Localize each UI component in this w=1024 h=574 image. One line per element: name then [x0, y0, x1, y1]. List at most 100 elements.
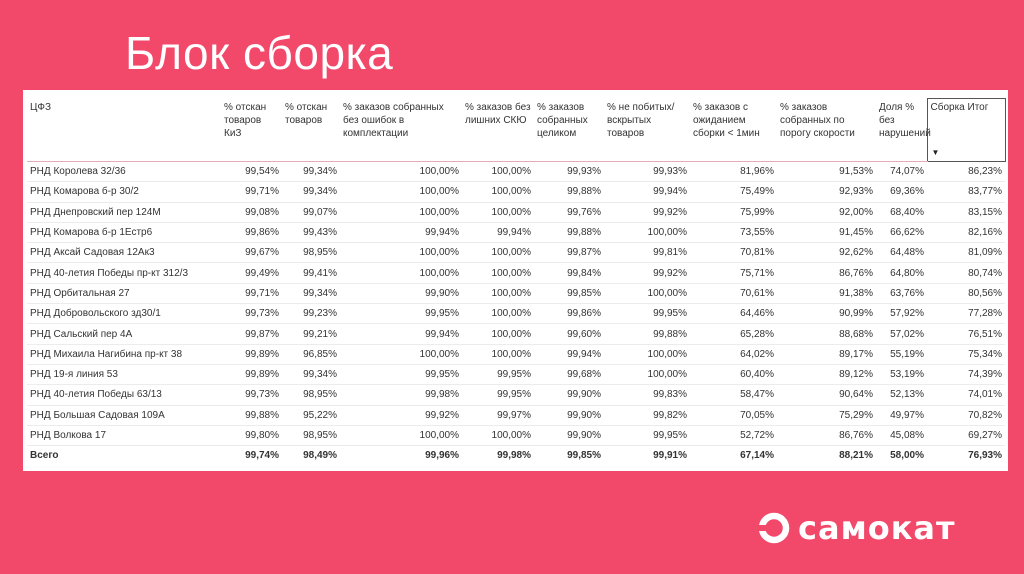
column-header[interactable]: % заказов собранных по порогу скорости — [777, 98, 876, 162]
table-cell: 81,09% — [927, 242, 1005, 264]
row-label: РНД Королева 32/36 — [27, 161, 221, 183]
table-cell: 99,90% — [340, 283, 462, 305]
table-cell: 99,21% — [282, 323, 340, 345]
table-cell: 99,68% — [534, 364, 604, 386]
table-cell: 99,81% — [604, 242, 690, 264]
table-cell: 83,15% — [927, 202, 1005, 223]
slide-title: Блок сборка — [125, 27, 394, 79]
total-cell: 99,98% — [462, 445, 534, 466]
total-cell: 99,91% — [604, 445, 690, 466]
table-cell: 100,00% — [462, 202, 534, 223]
table-cell: 99,34% — [282, 181, 340, 203]
row-label: РНД Орбитальная 27 — [27, 283, 221, 305]
table-cell: 99,60% — [534, 323, 604, 345]
table-cell: 100,00% — [462, 181, 534, 203]
table-cell: 64,48% — [876, 242, 927, 264]
table-cell: 99,08% — [221, 202, 282, 223]
column-header[interactable]: % заказов собранных целиком — [534, 98, 604, 162]
column-header[interactable]: % отскан товаров КиЗ — [221, 98, 282, 162]
header-row: ЦФЗ% отскан товаров КиЗ% отскан товаров%… — [27, 98, 1006, 162]
column-header[interactable]: % заказов без лишних СКЮ — [462, 98, 534, 162]
table-cell: 99,73% — [221, 303, 282, 325]
table-cell: 99,80% — [221, 425, 282, 447]
table-cell: 99,76% — [534, 202, 604, 223]
table-cell: 64,02% — [690, 344, 777, 365]
column-header[interactable]: Доля % без нарушений — [876, 98, 931, 162]
table-cell: 99,34% — [282, 161, 340, 183]
table-cell: 100,00% — [462, 242, 534, 264]
table-cell: 100,00% — [604, 222, 690, 244]
table-cell: 99,85% — [534, 283, 604, 305]
table-cell: 69,27% — [927, 425, 1005, 447]
table-cell: 91,38% — [777, 283, 876, 305]
table-cell: 86,76% — [777, 262, 876, 284]
table-cell: 99,82% — [604, 405, 690, 426]
table-body: РНД Королева 32/36 99,54% 99,34% 100,00% 100… — [27, 161, 1005, 447]
table-row: РНД Орбитальная 27 99,71% 99,34% 99,90% 100,… — [27, 283, 1005, 305]
table-cell: 99,86% — [221, 222, 282, 244]
row-label: РНД 40-летия Победы 63/13 — [27, 384, 221, 406]
table-cell: 99,90% — [534, 405, 604, 426]
table-cell: 90,99% — [777, 303, 876, 325]
sort-desc-icon[interactable]: ▼ — [931, 148, 940, 157]
table-cell: 92,93% — [777, 181, 876, 203]
table-cell: 68,40% — [876, 202, 927, 223]
table-row: РНД Комарова б-р 1Естр6 99,86% 99,43% 99,94… — [27, 222, 1005, 244]
table-cell: 45,08% — [876, 425, 927, 447]
table-cell: 100,00% — [340, 344, 462, 365]
table-row: РНД Сальский пер 4А 99,87% 99,21% 99,94% 100… — [27, 323, 1005, 345]
total-cell: 99,96% — [340, 445, 462, 466]
table-cell: 75,34% — [927, 344, 1005, 365]
table-cell: 99,90% — [534, 425, 604, 447]
table-cell: 99,90% — [534, 384, 604, 406]
table-cell: 99,84% — [534, 262, 604, 284]
table-cell: 86,23% — [927, 161, 1005, 183]
table-cell: 81,96% — [690, 161, 777, 183]
table-cell: 99,43% — [282, 222, 340, 244]
column-header[interactable]: % заказов собранных без ошибок в комплек… — [340, 98, 462, 162]
table-cell: 99,89% — [221, 344, 282, 365]
total-cell: 58,00% — [876, 445, 927, 466]
table-cell: 90,64% — [777, 384, 876, 406]
table-cell: 100,00% — [462, 344, 534, 365]
table-row: РНД Большая Садовая 109А 99,88% 95,22% 99,9… — [27, 405, 1005, 426]
table-row: РНД 19-я линия 53 99,89% 99,34% 99,95% 99,95… — [27, 364, 1005, 386]
table-cell: 70,82% — [927, 405, 1005, 426]
row-label: РНД Днепровский пер 124М — [27, 202, 221, 223]
table-cell: 99,94% — [340, 323, 462, 345]
table-cell: 100,00% — [340, 181, 462, 203]
table-cell: 75,99% — [690, 202, 777, 223]
table-cell: 99,87% — [534, 242, 604, 264]
table-row: РНД Волкова 17 99,80% 98,95% 100,00% 100,00%… — [27, 425, 1005, 447]
row-label: РНД Комарова б-р 1Естр6 — [27, 222, 221, 244]
table-cell: 100,00% — [462, 262, 534, 284]
table-cell: 99,94% — [340, 222, 462, 244]
table-cell: 100,00% — [462, 303, 534, 325]
column-header[interactable]: % отскан товаров — [282, 98, 340, 162]
column-header[interactable]: % не побитых/ вскрытых товаров — [604, 98, 690, 162]
table-cell: 74,07% — [876, 161, 927, 183]
table-cell: 99,67% — [221, 242, 282, 264]
table-cell: 83,77% — [927, 181, 1005, 203]
table-cell: 65,28% — [690, 323, 777, 345]
row-label: РНД Михаила Нагибина пр-кт 38 — [27, 344, 221, 365]
brand-name: самокат — [798, 509, 956, 547]
column-header-label: Сборка Итог — [930, 102, 989, 113]
table-cell: 99,95% — [604, 303, 690, 325]
table-cell: 64,46% — [690, 303, 777, 325]
table-cell: 52,72% — [690, 425, 777, 447]
table-cell: 99,95% — [604, 425, 690, 447]
table-row: РНД Аксай Садовая 12Ак3 99,67% 98,95% 100,0… — [27, 242, 1005, 264]
table-cell: 99,89% — [221, 364, 282, 386]
table-cell: 99,07% — [282, 202, 340, 223]
table-cell: 100,00% — [340, 425, 462, 447]
table-cell: 99,88% — [534, 181, 604, 203]
row-label: РНД Добровольского зд30/1 — [27, 303, 221, 325]
table-cell: 95,22% — [282, 405, 340, 426]
table-cell: 99,98% — [340, 384, 462, 406]
column-header[interactable]: ЦФЗ — [27, 98, 221, 162]
table-panel: ЦФЗ% отскан товаров КиЗ% отскан товаров%… — [23, 90, 1008, 471]
column-header[interactable]: % заказов с ожиданием сборки < 1мин — [690, 98, 777, 162]
table-cell: 99,95% — [462, 364, 534, 386]
column-header[interactable]: Сборка Итог ▼ — [926, 98, 1006, 162]
